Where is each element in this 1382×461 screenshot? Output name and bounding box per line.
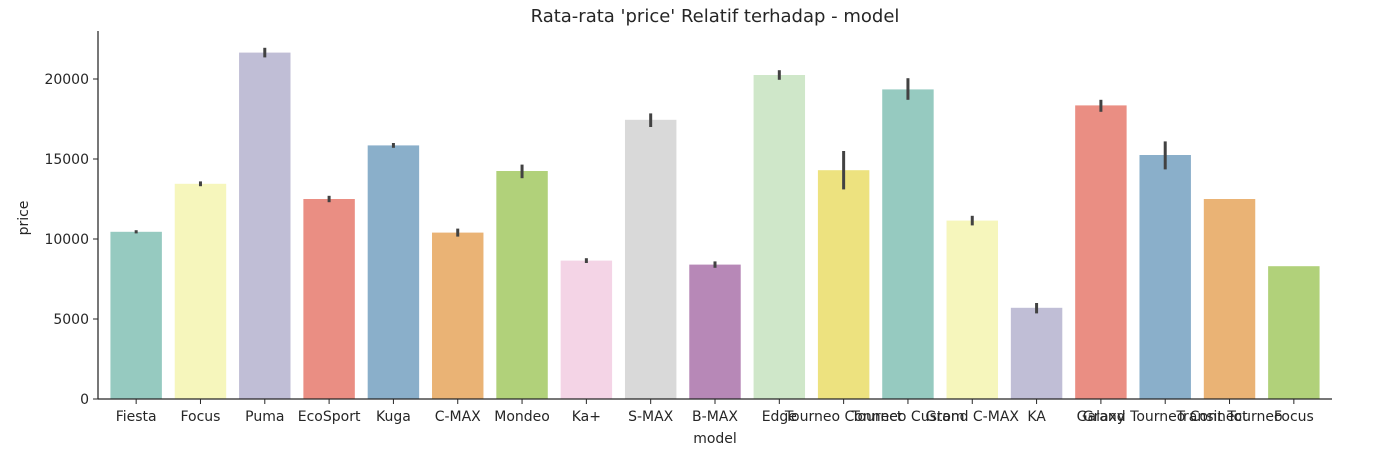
bar-0 xyxy=(110,231,162,399)
x-tick-label-7: Ka+ xyxy=(572,409,601,425)
x-tick-label-18: Focus xyxy=(1274,409,1314,425)
bar-7 xyxy=(560,260,613,399)
bar-6 xyxy=(496,171,548,399)
bar-5 xyxy=(432,232,484,399)
bar-13 xyxy=(946,220,998,399)
x-tick-label-15: Galaxy xyxy=(1077,409,1125,425)
x-tick-label-3: EcoSport xyxy=(298,409,361,425)
bar-3 xyxy=(303,199,355,399)
x-tick-label-4: Kuga xyxy=(376,409,411,425)
bar-18 xyxy=(1268,266,1320,399)
y-tick-label-2: 10000 xyxy=(44,232,89,248)
x-tick-label-8: S-MAX xyxy=(628,409,674,425)
y-axis-label: price xyxy=(16,201,32,236)
y-tick-label-0: 0 xyxy=(80,392,89,408)
bar-10 xyxy=(753,75,806,399)
x-tick-label-14: KA xyxy=(1027,409,1046,425)
x-tick-label-6: Mondeo xyxy=(494,409,550,425)
y-tick-label-4: 20000 xyxy=(44,72,89,88)
x-tick-label-17: Transit Tourneo xyxy=(1176,409,1283,425)
bar-11 xyxy=(817,170,870,399)
x-tick-label-5: C-MAX xyxy=(435,409,481,425)
bar-9 xyxy=(689,264,741,399)
bar-14 xyxy=(1010,307,1063,399)
x-tick-label-9: B-MAX xyxy=(692,409,738,425)
x-tick-label-16: Grand Tourneo Connect xyxy=(1083,409,1248,425)
x-tick-label-12: Tourneo Custom xyxy=(850,409,964,425)
bar-1 xyxy=(174,183,227,399)
x-axis-label: model xyxy=(693,431,737,447)
x-tick-label-10: Edge xyxy=(762,409,797,425)
chart-title: Rata-rata 'price' Relatif terhadap - mod… xyxy=(531,6,900,27)
bar-4 xyxy=(367,145,420,399)
x-tick-label-2: Puma xyxy=(245,409,284,425)
y-tick-label-3: 15000 xyxy=(44,152,89,168)
x-tick-label-0: Fiesta xyxy=(116,409,157,425)
bar-12 xyxy=(882,89,934,400)
bar-2 xyxy=(239,52,291,399)
x-tick-label-13: Grand C-MAX xyxy=(926,409,1020,425)
bar-16 xyxy=(1139,155,1191,399)
bar-15 xyxy=(1075,105,1127,400)
x-tick-label-1: Focus xyxy=(180,409,220,425)
y-tick-label-1: 5000 xyxy=(53,312,89,328)
x-tick-label-11: Tourneo Connect xyxy=(784,409,903,425)
bar-17 xyxy=(1203,199,1256,399)
bar-8 xyxy=(624,119,677,400)
